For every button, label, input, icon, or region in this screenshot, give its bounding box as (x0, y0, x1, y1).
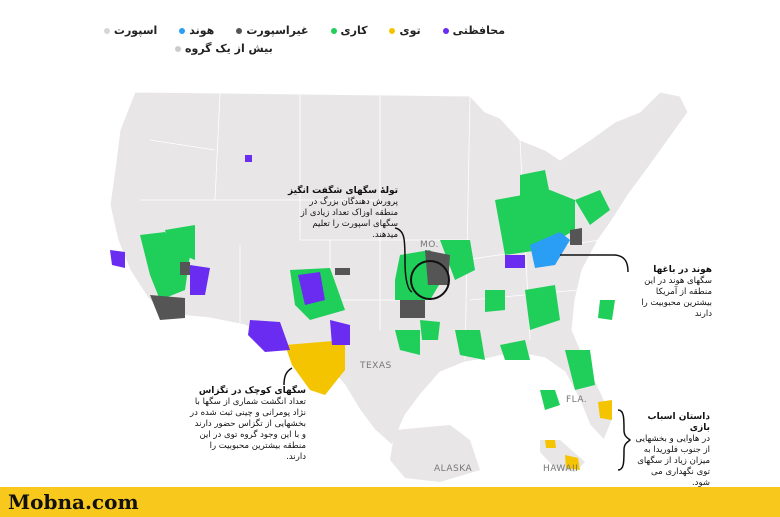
region-working (485, 290, 505, 312)
region-working (540, 390, 560, 410)
state-label-fla: FLA. (566, 395, 588, 405)
brand-banner: Mobna.com (0, 487, 780, 517)
brand-logo-text: Mobna.com (8, 490, 139, 514)
region-toy (565, 455, 580, 470)
region-protection (248, 320, 290, 352)
region-protection (190, 265, 210, 295)
annotation-hound: هوند در باغها سگهای هوند در این منطقه از… (641, 265, 712, 319)
region-working (575, 190, 610, 225)
legend-swatch (236, 27, 243, 34)
legend-swatch (175, 45, 181, 52)
region-protection (298, 272, 325, 305)
ozark-callout-line (394, 227, 413, 293)
legend-swatch (330, 27, 337, 34)
region-nonsporting (425, 250, 450, 285)
legend-item-sporting: اسپورت (103, 24, 157, 37)
region-toy (545, 440, 556, 448)
legend-item-multiple: بیش از یک گروه (175, 42, 273, 55)
ozark-highlight-circle (410, 260, 450, 300)
region-nonsporting (180, 262, 190, 275)
florida-bracket (617, 409, 632, 471)
legend-swatch (179, 27, 186, 34)
region-working (165, 225, 195, 260)
legend-swatch (103, 27, 110, 34)
region-nonsporting (400, 300, 425, 318)
region-fills (110, 155, 615, 470)
legend-item-nonsporting: غیراسپورت (236, 24, 309, 37)
region-working (455, 330, 485, 360)
region-hound (530, 232, 570, 268)
hound-callout-line (560, 254, 629, 273)
state-label-hawaii: HAWAII (543, 464, 579, 474)
annotation-texas: سگهای کوچک در تگزاس تعداد انگشت شماری از… (189, 386, 306, 462)
region-toy (598, 400, 612, 420)
texas-callout-line (283, 367, 293, 386)
region-nonsporting (335, 268, 350, 275)
region-working (565, 350, 595, 390)
annotation-florida: داستان اسباب بازی در هاوایی و بخشهایی از… (635, 412, 710, 488)
region-working (500, 340, 530, 360)
region-working (440, 240, 475, 280)
region-protection (330, 320, 350, 345)
region-working (520, 170, 550, 200)
region-toy (285, 340, 345, 395)
region-working (598, 300, 615, 320)
state-label-alaska: ALASKA (434, 464, 473, 474)
region-protection (505, 255, 525, 268)
region-working (420, 320, 440, 340)
alaska (390, 425, 480, 482)
region-nonsporting (570, 228, 582, 245)
legend-swatch (442, 27, 449, 34)
legend: محافظتی توی کاری غیراسپورت هوند اسپورت ب… (103, 24, 505, 60)
region-working (525, 285, 560, 330)
legend-item-protection: محافظتی (442, 24, 505, 37)
legend-item-toy: توی (389, 24, 421, 37)
annotation-midwest: تولهٔ سگهای شگفت انگیز پرورش دهندگان بزر… (288, 186, 398, 240)
region-nonsporting (150, 295, 185, 320)
state-label-mo: MO. (420, 240, 439, 250)
state-label-texas: TEXAS (360, 361, 392, 371)
region-working (140, 232, 190, 300)
region-working (395, 330, 420, 355)
legend-swatch (389, 27, 396, 34)
legend-item-working: کاری (330, 24, 367, 37)
legend-item-hound: هوند (179, 24, 214, 37)
region-protection (110, 250, 125, 268)
region-protection (245, 155, 252, 162)
